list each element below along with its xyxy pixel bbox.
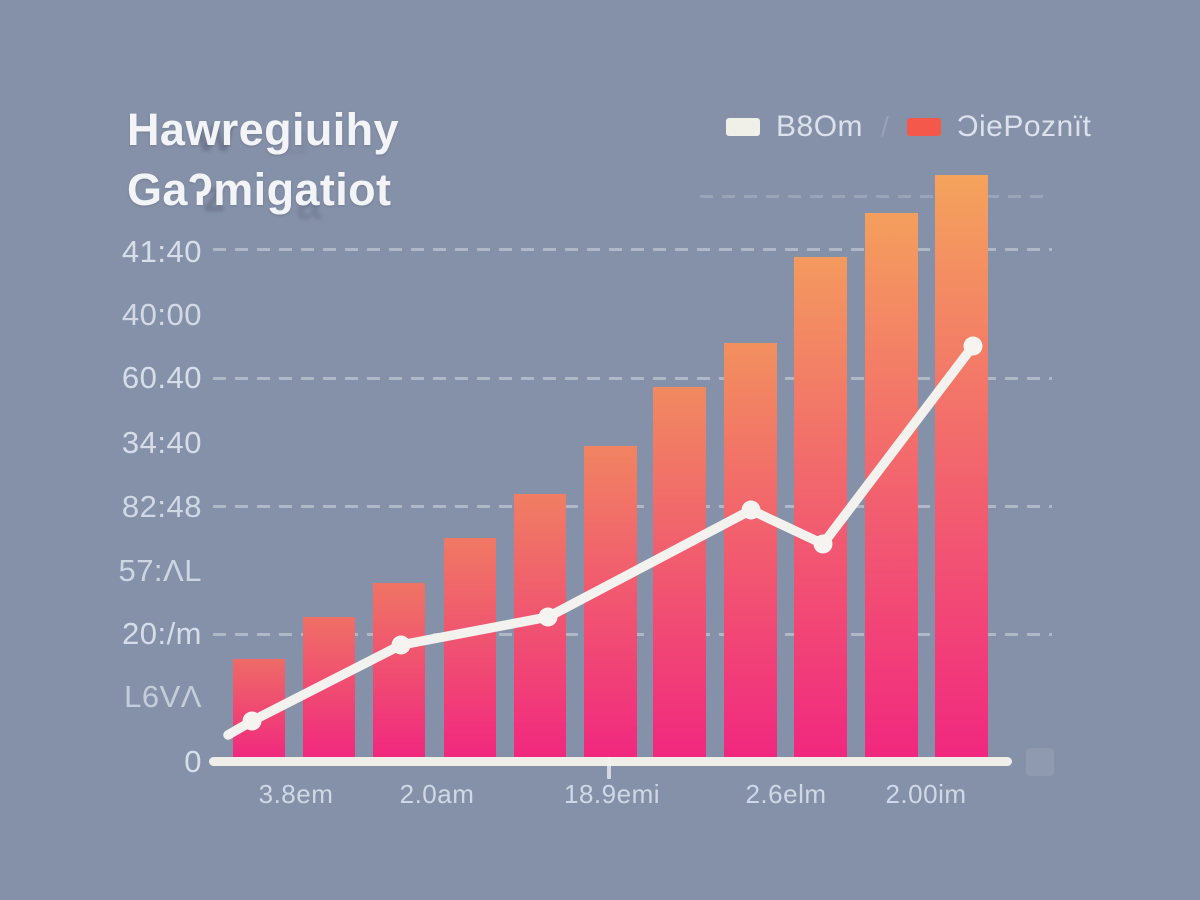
chart-title-line1: Hawregiuihy (127, 104, 399, 155)
legend: B8Om / ƆiePoznït (726, 110, 1091, 144)
ghost-letter: z (203, 172, 225, 221)
bar (303, 617, 355, 760)
y-axis-label: 82:48 (121, 489, 202, 524)
y-axis-label: L6VΛ (124, 679, 202, 714)
chart-title: Hawregiuihy Gaʔmigatiot (127, 100, 399, 220)
legend-label-bar-series: ƆiePoznït (956, 110, 1092, 143)
legend-swatch-bar-series (906, 118, 941, 136)
legend-separator: / (881, 111, 889, 142)
bar (935, 175, 988, 760)
y-axis-label: 57:ΛL (118, 553, 202, 588)
bar (724, 343, 777, 760)
y-axis-label: 60.40 (121, 360, 202, 395)
bar (865, 213, 918, 760)
bar (653, 387, 706, 760)
legend-swatch-line-series (726, 118, 760, 136)
y-axis-label: 41:40 (121, 234, 202, 269)
y-axis-label: 40:00 (121, 297, 202, 332)
x-axis-label: 2.6elm (745, 779, 827, 809)
x-axis-label: 2.0am (399, 779, 475, 809)
x-axis-tick (607, 757, 611, 779)
ghost-letter: w (196, 109, 234, 162)
y-axis-label: 20:/m (121, 616, 202, 651)
x-axis-label: 3.8em (258, 779, 334, 809)
x-axis-label: 18.9emi (564, 779, 660, 809)
bar (444, 538, 496, 760)
gridline (700, 195, 1052, 198)
gridline (213, 377, 1052, 380)
bar (373, 583, 425, 760)
axis-artifact-square (1026, 748, 1054, 776)
bar (514, 494, 566, 760)
bar (794, 257, 847, 760)
legend-label-line-series: B8Om (776, 110, 864, 143)
bar (233, 659, 285, 760)
ghost-letter: u (283, 116, 309, 163)
gridline (213, 248, 1052, 251)
bar (584, 446, 637, 760)
y-axis-label: 0 (184, 744, 202, 779)
chart-title-line2: Gaʔmigatiot (127, 164, 392, 215)
x-axis-label: 2.00im (885, 779, 967, 809)
ghost-letter: a (296, 177, 322, 229)
y-axis-label: 34:40 (121, 425, 202, 460)
